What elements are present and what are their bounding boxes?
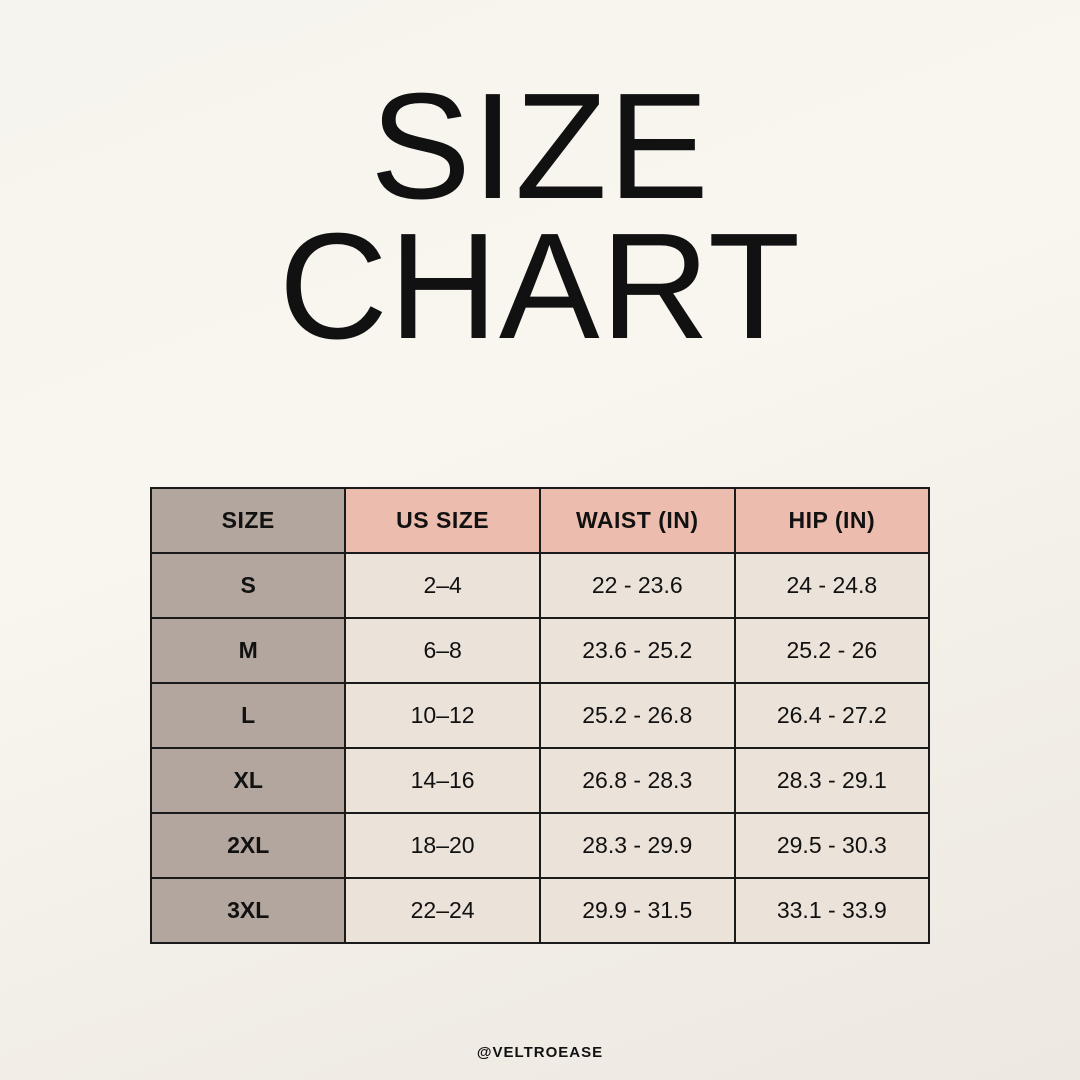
header-waist: WAIST (IN) bbox=[538, 487, 736, 554]
cell-size: XL bbox=[149, 747, 347, 814]
table-row: 2XL 18–20 28.3 - 29.9 29.5 - 30.3 bbox=[149, 812, 931, 879]
cell-size: 2XL bbox=[149, 812, 347, 879]
cell-us-size: 2–4 bbox=[344, 552, 541, 619]
page-title-line2: CHART bbox=[278, 201, 802, 370]
table-row: S 2–4 22 - 23.6 24 - 24.8 bbox=[149, 552, 931, 619]
cell-hip: 24 - 24.8 bbox=[733, 552, 931, 619]
social-handle: @VELTROEASE bbox=[476, 1044, 604, 1061]
cell-hip: 29.5 - 30.3 bbox=[733, 812, 931, 879]
cell-us-size: 14–16 bbox=[344, 747, 541, 814]
header-hip: HIP (IN) bbox=[733, 487, 931, 554]
cell-hip: 26.4 - 27.2 bbox=[733, 682, 931, 749]
cell-size: S bbox=[149, 552, 347, 619]
size-table: SIZE US SIZE WAIST (IN) HIP (IN) S 2–4 22 … bbox=[149, 487, 931, 944]
cell-size: L bbox=[149, 682, 347, 749]
table-row: M 6–8 23.6 - 25.2 25.2 - 26 bbox=[149, 617, 931, 684]
cell-waist: 22 - 23.6 bbox=[538, 552, 736, 619]
cell-us-size: 10–12 bbox=[344, 682, 541, 749]
cell-waist: 29.9 - 31.5 bbox=[538, 877, 736, 944]
cell-waist: 25.2 - 26.8 bbox=[538, 682, 736, 749]
cell-size: 3XL bbox=[149, 877, 347, 944]
cell-size: M bbox=[149, 617, 347, 684]
cell-waist: 28.3 - 29.9 bbox=[538, 812, 736, 879]
cell-hip: 25.2 - 26 bbox=[733, 617, 931, 684]
table-row: XL 14–16 26.8 - 28.3 28.3 - 29.1 bbox=[149, 747, 931, 814]
cell-us-size: 22–24 bbox=[344, 877, 541, 944]
cell-waist: 23.6 - 25.2 bbox=[538, 617, 736, 684]
header-us-size: US SIZE bbox=[344, 487, 541, 554]
cell-waist: 26.8 - 28.3 bbox=[538, 747, 736, 814]
page-title-line1: SIZE bbox=[370, 61, 710, 230]
header-size: SIZE bbox=[149, 487, 347, 554]
cell-us-size: 18–20 bbox=[344, 812, 541, 879]
table-header-row: SIZE US SIZE WAIST (IN) HIP (IN) bbox=[149, 487, 931, 554]
cell-hip: 28.3 - 29.1 bbox=[733, 747, 931, 814]
table-row: L 10–12 25.2 - 26.8 26.4 - 27.2 bbox=[149, 682, 931, 749]
cell-hip: 33.1 - 33.9 bbox=[733, 877, 931, 944]
table-row: 3XL 22–24 29.9 - 31.5 33.1 - 33.9 bbox=[149, 877, 931, 944]
cell-us-size: 6–8 bbox=[344, 617, 541, 684]
